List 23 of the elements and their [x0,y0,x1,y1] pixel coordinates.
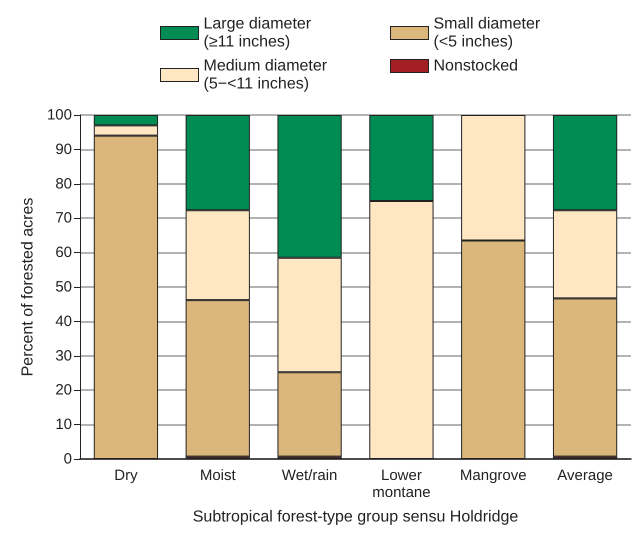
y-tick-label: 0 [64,450,72,468]
x-tick-label: Dry [114,467,138,484]
x-tick-label: Moist [200,467,236,484]
y-tick-label: 80 [55,175,72,192]
legend-label: Nonstocked [434,58,518,74]
y-tick-label: 90 [55,140,72,158]
x-axis-title: Subtropical forest-type group sensu Holdridge [192,508,518,526]
legend-label: Small diameter (<5 inches) [434,16,541,50]
x-tick-label: Lower montane [372,467,431,501]
legend-label: Large diameter (≥11 inches) [204,16,312,50]
legend-label: Medium diameter (5−<11 inches) [204,58,328,92]
y-tick-label: 50 [55,278,72,296]
x-tick-label: Average [557,467,613,484]
y-tick-label: 60 [55,244,72,262]
y-tick-label: 40 [55,312,72,330]
y-tick-label: 10 [55,416,72,434]
x-tick-label: Wet/rain [282,467,338,484]
y-axis-title: Percent of forested acres [20,198,37,376]
y-tick-label: 100 [46,106,72,124]
y-tick-label: 70 [55,210,72,227]
y-tick-label: 30 [55,347,72,364]
y-tick-label: 20 [55,382,72,399]
x-tick-label: Mangrove [460,467,527,484]
